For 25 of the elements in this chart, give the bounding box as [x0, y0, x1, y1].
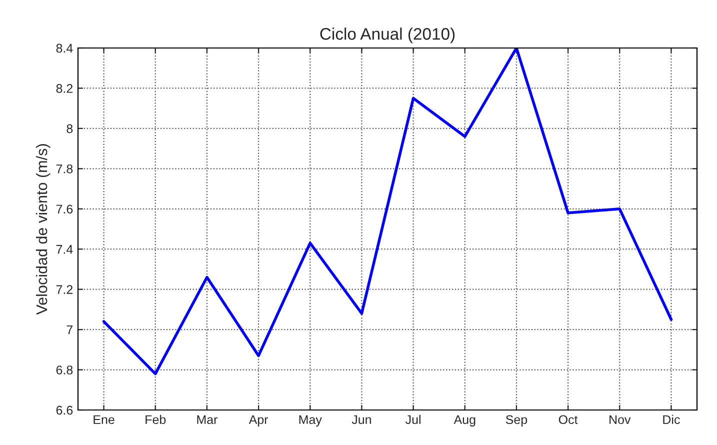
- line-series: [102, 48, 673, 376]
- y-tick-label: 7.2: [56, 285, 73, 294]
- x-tick-label: Nov: [610, 415, 631, 424]
- x-tick-label: Jun: [352, 415, 371, 424]
- x-tick-label: Mar: [197, 415, 218, 424]
- y-axis-title: Velocidad de viento (m/s): [36, 144, 50, 315]
- x-tick-label: Jul: [406, 414, 420, 424]
- x-tick-label: May: [299, 415, 322, 427]
- chart-title: Ciclo Anual (2010): [320, 28, 455, 44]
- y-tick-label: 6.8: [56, 366, 73, 374]
- x-tick-label: Ene: [94, 415, 114, 424]
- y-tick-label: 8.4: [56, 44, 73, 53]
- y-tick-label: 7: [66, 325, 73, 334]
- y-tick-label: 7.4: [56, 245, 73, 254]
- y-tick-label: 8: [66, 124, 73, 134]
- y-tick-label: 7.8: [56, 164, 73, 174]
- y-tick-label: 7.6: [56, 204, 73, 214]
- x-tick-label: Sep: [506, 415, 528, 427]
- x-tick-label: Feb: [146, 414, 166, 424]
- x-tick-label: Dic: [663, 414, 680, 424]
- y-tick-label: 6.6: [56, 406, 73, 415]
- x-tick-label: Aug: [454, 415, 476, 427]
- x-tick-label: Oct: [558, 415, 578, 424]
- x-tick-label: Apr: [248, 415, 268, 427]
- y-tick-label: 8.2: [56, 84, 73, 93]
